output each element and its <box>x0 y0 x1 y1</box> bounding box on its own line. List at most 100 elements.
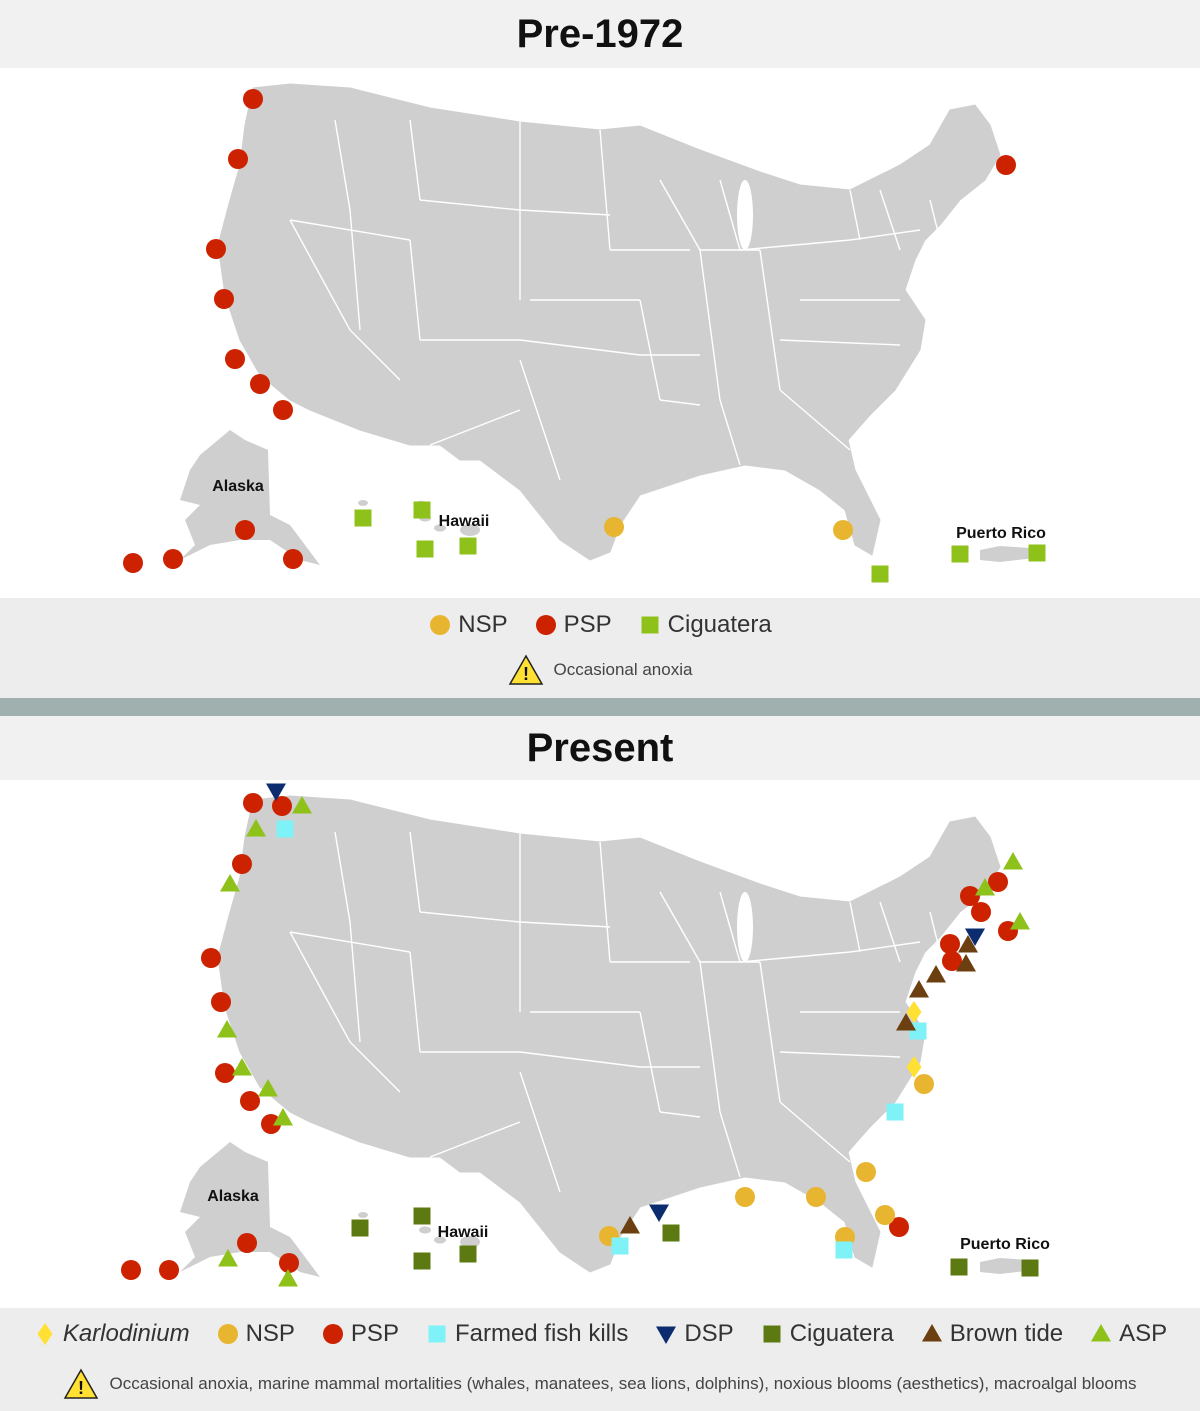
marker-psp <box>261 1114 281 1134</box>
map-label-alaska: Alaska <box>207 1188 259 1205</box>
marker-psp <box>996 155 1016 175</box>
marker-psp <box>225 349 245 369</box>
legend-item-karlodinium: Karlodinium <box>33 1320 190 1348</box>
legend-symbol-ciguatera <box>763 1325 781 1343</box>
marker-asp <box>246 819 266 837</box>
marker-ciguatera <box>413 1252 431 1270</box>
marker-farmed <box>276 820 294 838</box>
marker-asp <box>220 874 240 892</box>
marker-psp <box>940 934 960 954</box>
map-label-alaska: Alaska <box>212 478 264 495</box>
marker-psp <box>283 549 303 569</box>
legend-symbol-asp <box>1091 1324 1112 1342</box>
marker-asp <box>218 1249 238 1267</box>
marker-psp <box>232 854 252 874</box>
svg-text:!: ! <box>523 664 529 684</box>
legend-row-pre1972: NSP PSP Ciguatera <box>0 609 1200 641</box>
marker-psp <box>163 549 183 569</box>
marker-psp <box>211 992 231 1012</box>
state-borders <box>289 119 941 481</box>
legend-panel-present <box>0 1308 1200 1411</box>
marker-psp <box>235 520 255 540</box>
marker-psp <box>988 872 1008 892</box>
legend-item-nsp: NSP <box>216 1320 295 1348</box>
marker-psp <box>206 239 226 259</box>
section-divider <box>0 698 1200 716</box>
map-present: Alaska Hawaii Puerto Rico <box>121 783 1050 1287</box>
marker-psp <box>243 793 263 813</box>
hawaii-island-shape <box>419 1226 431 1234</box>
marker-psp <box>214 289 234 309</box>
note-row-pre1972: ! Occasional anoxia <box>0 650 1200 690</box>
legend-item-nsp: NSP <box>428 611 508 639</box>
puerto-rico-shape <box>980 1258 1035 1274</box>
marker-ciguatera <box>354 509 372 527</box>
marker-brown <box>896 1013 916 1031</box>
marker-brown <box>909 980 929 998</box>
marker-asp <box>217 1020 237 1038</box>
marker-nsp <box>806 1187 826 1207</box>
marker-brown <box>926 965 946 983</box>
marker-karlodinium <box>906 1001 922 1023</box>
marker-psp <box>228 149 248 169</box>
legend-label: Farmed fish kills <box>454 1320 629 1347</box>
marker-asp <box>258 1079 278 1097</box>
legend-symbol-dsp <box>656 1326 677 1344</box>
marker-nsp <box>856 1162 876 1182</box>
marker-psp <box>123 553 143 573</box>
marker-ciguatera <box>951 545 969 563</box>
lake-michigan-shape <box>737 892 753 962</box>
hawaii-island-shape <box>460 1236 480 1248</box>
marker-nsp <box>833 520 853 540</box>
marker-karlodinium <box>906 1056 922 1078</box>
marker-ciguatera <box>413 501 431 519</box>
legend-label: PSP <box>350 1320 399 1347</box>
hawaii-island-shape <box>358 1212 368 1218</box>
marker-asp <box>292 796 312 814</box>
marker-nsp <box>875 1205 895 1225</box>
marker-psp <box>121 1260 141 1280</box>
marker-dsp <box>649 1204 669 1222</box>
marker-psp <box>960 886 980 906</box>
legend-item-ciguatera: Ciguatera <box>760 1320 894 1348</box>
legend-label: Karlodinium <box>62 1320 190 1347</box>
legend-item-brown: Brown tide <box>920 1320 1063 1348</box>
marker-dsp <box>965 928 985 946</box>
marker-psp <box>237 1233 257 1253</box>
marker-nsp <box>914 1074 934 1094</box>
legend-symbol-ciguatera <box>641 616 659 634</box>
panel-title-present: Present <box>0 716 1200 780</box>
marker-psp <box>201 948 221 968</box>
state-borders <box>289 831 941 1193</box>
marker-asp <box>232 1058 252 1076</box>
legend-row-present: Karlodinium NSP PSP Farmed fish kills DSP Cig… <box>0 1318 1200 1350</box>
hawaii-island-shape <box>434 524 446 532</box>
legend-label: NSP <box>458 611 508 638</box>
legend-item-dsp: DSP <box>654 1320 734 1348</box>
contiguous-us-shape <box>217 795 1001 1273</box>
marker-brown <box>958 935 978 953</box>
note-text-pre1972: Occasional anoxia <box>553 660 693 679</box>
legend-label: PSP <box>563 611 612 638</box>
marker-ciguatera <box>459 1245 477 1263</box>
marker-psp <box>971 902 991 922</box>
legend-symbol-psp <box>535 615 556 635</box>
legend-item-asp: ASP <box>1089 1320 1167 1348</box>
map-label-puerto-rico: Puerto Rico <box>960 1236 1050 1253</box>
legend-symbol-nsp <box>430 615 451 635</box>
marker-ciguatera <box>662 1224 680 1242</box>
marker-psp <box>240 1091 260 1111</box>
marker-psp <box>273 400 293 420</box>
marker-asp <box>1003 852 1023 870</box>
legend-label: NSP <box>245 1320 295 1347</box>
lake-michigan-shape <box>737 180 753 250</box>
contiguous-us-shape <box>217 83 1001 561</box>
marker-nsp <box>735 1187 755 1207</box>
legend-symbol-nsp <box>217 1324 238 1344</box>
marker-asp <box>273 1108 293 1126</box>
hawaii-island-shape <box>434 1236 446 1244</box>
marker-ciguatera <box>413 1207 431 1225</box>
legend-symbol-farmed <box>428 1325 446 1343</box>
marker-dsp <box>266 783 286 801</box>
marker-psp <box>243 89 263 109</box>
